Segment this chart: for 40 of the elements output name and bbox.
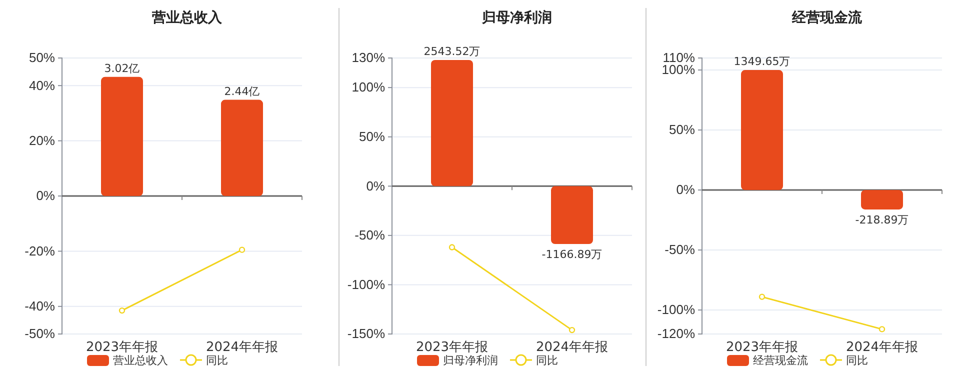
y-tick-label: 130% xyxy=(352,50,386,66)
data-label: 3.02亿 xyxy=(104,62,140,75)
y-tick-label: 20% xyxy=(28,132,56,148)
y-tick-label: -120% xyxy=(657,326,696,342)
data-label: 1349.65万 xyxy=(734,55,790,68)
legend-label: 同比 xyxy=(206,354,228,367)
y-tick-label: -20% xyxy=(24,243,56,258)
legend-label: 营业总收入 xyxy=(113,354,168,367)
y-tick-label: -50% xyxy=(24,326,56,342)
x-tick-label: 2024年年报 xyxy=(536,340,608,355)
y-tick-label: -100% xyxy=(657,302,696,318)
y-tick-label: 50% xyxy=(28,50,56,66)
y-tick-label: 0% xyxy=(366,178,386,194)
chart-title: 营业总收入 xyxy=(151,10,223,26)
y-tick-label: 40% xyxy=(28,78,56,93)
chart-title: 经营现金流 xyxy=(791,9,863,26)
y-tick-label: 50% xyxy=(668,122,696,138)
legend-label: 经营现金流 xyxy=(753,354,808,367)
y-tick-label: 50% xyxy=(358,129,386,144)
data-label: -1166.89万 xyxy=(542,248,602,262)
legend-label: 同比 xyxy=(846,354,868,367)
y-tick-label: -50% xyxy=(664,242,696,258)
data-label: 2.44亿 xyxy=(224,84,260,98)
y-tick-label: 0% xyxy=(36,188,56,204)
y-tick-label: -40% xyxy=(24,298,56,314)
x-tick-label: 2024年年报 xyxy=(206,340,278,355)
y-tick-label: -150% xyxy=(347,326,386,342)
x-tick-label: 2023年年报 xyxy=(726,340,798,355)
y-tick-label: -50% xyxy=(354,228,386,243)
data-label: 2543.52万 xyxy=(424,44,480,58)
legend-label: 同比 xyxy=(536,354,558,367)
legend-label: 归母净利润 xyxy=(443,354,498,367)
data-label: -218.89万 xyxy=(855,213,909,226)
x-tick-label: 2023年年报 xyxy=(86,340,158,355)
x-tick-label: 2024年年报 xyxy=(846,340,918,355)
x-tick-label: 2023年年报 xyxy=(416,340,488,355)
y-tick-label: 100% xyxy=(352,80,386,95)
y-tick-label: 0% xyxy=(676,182,696,198)
y-tick-label: -100% xyxy=(347,276,386,292)
chart-title: 归母净利润 xyxy=(481,9,552,26)
